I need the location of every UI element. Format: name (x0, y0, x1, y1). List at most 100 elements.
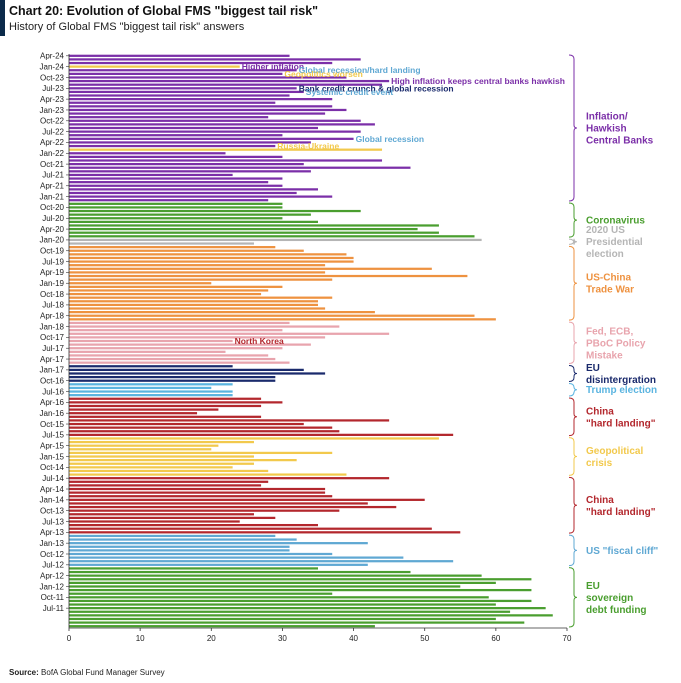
bar (69, 137, 354, 140)
bar (69, 542, 368, 545)
bar (69, 181, 269, 184)
y-tick-label: Jul-14 (42, 474, 64, 483)
y-tick-label: Jan-15 (40, 452, 65, 461)
y-tick-label: Oct-20 (40, 203, 65, 212)
bar (69, 404, 262, 408)
era-brace (568, 202, 578, 238)
bar (69, 372, 326, 375)
y-tick-label: Jul-19 (42, 257, 64, 266)
y-tick-label: Oct-16 (40, 377, 65, 386)
bar (69, 361, 290, 364)
bar (69, 455, 254, 458)
y-tick-label: Jan-20 (40, 236, 65, 245)
y-tick-label: Jan-23 (40, 106, 65, 115)
bar (69, 365, 233, 368)
y-tick-label: Jan-16 (40, 409, 65, 418)
era-label: Hawkish (586, 124, 627, 135)
bar-annotation: Global recession/hard landing (299, 65, 421, 75)
y-tick-label: Oct-23 (40, 73, 65, 82)
bar (69, 220, 318, 223)
bar (69, 560, 454, 563)
y-tick-label: Apr-21 (40, 182, 65, 191)
bar (69, 534, 276, 538)
bar (69, 292, 262, 296)
era-label: China (586, 495, 614, 506)
bar (69, 199, 269, 202)
bar-annotation: North Korea (235, 336, 284, 346)
bar (69, 375, 276, 379)
bar (69, 152, 226, 155)
bar (69, 347, 283, 350)
y-tick-label: Apr-23 (40, 95, 65, 104)
bar (69, 339, 233, 343)
bar (69, 249, 304, 252)
y-tick-label: Jul-18 (42, 301, 64, 310)
bar (69, 480, 269, 483)
bar (69, 350, 226, 353)
y-tick-label: Apr-19 (40, 268, 65, 277)
bar (69, 54, 290, 57)
y-tick-label: Jul-23 (42, 84, 64, 93)
bar (69, 184, 283, 187)
bar (69, 444, 219, 447)
bar (69, 397, 262, 400)
y-tick-label: Oct-19 (40, 247, 65, 256)
bar (69, 271, 326, 274)
bar (69, 469, 269, 473)
bar (69, 495, 333, 498)
bar (69, 264, 326, 267)
bar (69, 527, 432, 530)
bar (69, 459, 297, 462)
bar (69, 332, 390, 335)
bar (69, 155, 283, 159)
y-tick-label: Jan-24 (40, 62, 65, 71)
bar (69, 419, 390, 422)
bar (69, 144, 276, 148)
bar (69, 256, 354, 260)
bar (69, 538, 297, 541)
bar (69, 130, 361, 133)
bar (69, 588, 532, 592)
source-label: Source: (9, 668, 39, 677)
y-tick-label: Apr-18 (40, 312, 65, 321)
era-label: PBoC Policy (586, 338, 646, 349)
bar (69, 170, 311, 173)
bar (69, 430, 340, 433)
bar (69, 451, 333, 455)
bar (69, 505, 397, 509)
bar (69, 126, 318, 130)
bar (69, 509, 340, 512)
bar (69, 311, 375, 314)
bar (69, 101, 276, 104)
bar (69, 267, 432, 270)
bar (69, 516, 276, 520)
bar (69, 408, 219, 411)
era-label: disintergration (586, 375, 656, 386)
bar (69, 217, 283, 220)
bar (69, 98, 333, 101)
y-tick-label: Jul-13 (42, 517, 64, 526)
bar (69, 401, 283, 404)
era-brace (568, 383, 578, 397)
era-label: debt funding (586, 605, 647, 616)
era-label: Trade War (586, 285, 634, 296)
bar (69, 246, 276, 249)
title-accent-bar (0, 0, 5, 36)
bar (69, 321, 290, 325)
era-label: EU (586, 581, 600, 592)
bar (69, 105, 333, 108)
bar (69, 159, 383, 162)
y-tick-label: Jul-11 (43, 604, 65, 613)
bar (69, 426, 333, 429)
y-tick-label: Apr-16 (40, 398, 65, 407)
era-brace (568, 397, 578, 437)
bar-annotation: Bank credit crunch & global recession (299, 83, 454, 93)
era-label: US-China (586, 273, 631, 284)
bar (69, 69, 297, 72)
y-tick-label: Jan-18 (40, 322, 65, 331)
y-tick-label: Jul-22 (42, 127, 64, 136)
y-tick-label: Apr-17 (40, 355, 65, 364)
bar (69, 614, 553, 617)
y-tick-label: Jan-21 (40, 192, 65, 201)
bar (69, 231, 439, 234)
